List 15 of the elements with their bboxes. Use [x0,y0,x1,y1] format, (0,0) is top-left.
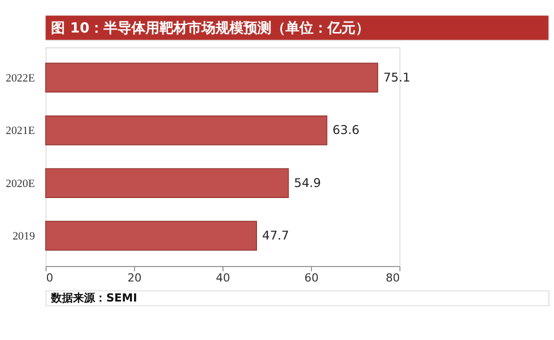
x-tick-label: 80 [386,271,400,284]
data-label: 63.6 [332,123,360,138]
chart-title: 图 10：半导体用靶材市场规模预测（单位：亿元） [51,19,370,36]
data-label: 47.7 [262,228,290,243]
x-tick-label: 60 [304,271,319,284]
y-tick-label: 2020E [6,178,36,190]
source-note: 数据来源：SEMI [50,291,138,304]
x-tick-label: 40 [216,271,230,284]
y-tick-label: 2021E [6,125,36,138]
data-label: 54.9 [294,176,321,190]
x-tick-label: 0 [46,271,54,284]
y-tick-label: 2019 [12,230,36,243]
data-label: 75.1 [383,70,410,84]
x-tick-label: 20 [127,271,142,284]
y-tick-label: 2022E [6,72,36,84]
